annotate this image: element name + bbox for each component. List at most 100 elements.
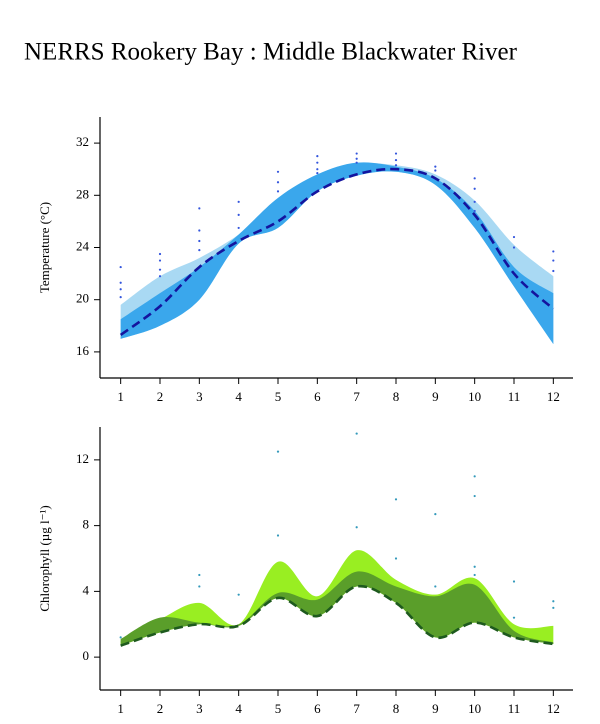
data-point — [434, 585, 437, 588]
band — [120, 163, 554, 345]
y-tick-label: 8 — [83, 517, 90, 532]
x-tick-label: 1 — [117, 389, 124, 404]
y-tick-label: 4 — [83, 582, 90, 597]
band — [120, 162, 554, 345]
data-point — [355, 526, 358, 529]
data-point — [119, 281, 122, 284]
x-tick-label: 2 — [157, 389, 164, 404]
x-tick-label: 5 — [275, 389, 282, 404]
data-point — [119, 636, 122, 639]
data-point — [198, 585, 201, 588]
data-point — [355, 152, 358, 155]
data-point — [473, 475, 476, 478]
data-point — [394, 498, 398, 501]
data-point — [237, 200, 240, 203]
x-tick-label: 12 — [547, 389, 560, 404]
x-tick-label: 1 — [117, 701, 124, 716]
data-point — [198, 207, 201, 210]
data-point — [512, 616, 516, 619]
data-point — [316, 161, 319, 164]
data-point — [158, 259, 162, 262]
data-point — [473, 187, 476, 190]
x-tick-label: 8 — [393, 389, 400, 404]
data-point — [119, 265, 122, 269]
data-point — [473, 565, 476, 568]
data-point — [434, 165, 437, 168]
x-tick-label: 4 — [235, 389, 242, 404]
chart-title: NERRS Rookery Bay : Middle Blackwater Ri… — [24, 39, 518, 66]
data-point — [237, 213, 240, 216]
x-tick-label: 7 — [353, 389, 360, 404]
x-tick-label: 7 — [353, 701, 360, 716]
y-tick-label: 28 — [76, 186, 89, 201]
data-point — [473, 494, 476, 498]
data-point — [394, 164, 398, 167]
data-point — [198, 229, 201, 232]
data-point — [552, 259, 555, 262]
x-tick-label: 6 — [314, 389, 321, 404]
y-tick-label: 20 — [76, 291, 89, 306]
y-axis-label: Chlorophyll (µg l⁻¹) — [37, 505, 52, 611]
data-point — [394, 158, 398, 162]
x-tick-label: 9 — [432, 389, 439, 404]
x-tick-label: 5 — [275, 701, 282, 716]
x-tick-label: 9 — [432, 701, 439, 716]
data-point — [473, 200, 476, 203]
data-point — [198, 573, 201, 577]
data-point — [394, 152, 398, 155]
data-point — [198, 239, 201, 243]
data-point — [552, 269, 555, 273]
x-tick-label: 4 — [235, 701, 242, 716]
y-tick-label: 24 — [76, 238, 90, 253]
y-tick-label: 16 — [76, 343, 90, 358]
data-point — [355, 432, 358, 435]
data-point — [237, 593, 240, 596]
data-point — [276, 181, 280, 184]
data-point — [316, 155, 319, 158]
x-tick-label: 3 — [196, 389, 203, 404]
x-tick-label: 10 — [468, 701, 481, 716]
data-point — [119, 295, 122, 299]
x-tick-label: 3 — [196, 701, 203, 716]
y-tick-label: 0 — [83, 648, 90, 663]
data-point — [158, 252, 162, 256]
data-point — [512, 235, 516, 239]
x-tick-label: 2 — [157, 701, 164, 716]
data-point — [119, 288, 122, 291]
x-tick-label: 11 — [508, 389, 521, 404]
y-tick-label: 32 — [76, 134, 89, 149]
data-point — [158, 268, 162, 271]
data-point — [473, 573, 476, 577]
band — [120, 571, 554, 646]
mean-line — [120, 584, 554, 647]
x-tick-label: 8 — [393, 701, 400, 716]
data-point — [158, 275, 162, 278]
x-tick-label: 12 — [547, 701, 560, 716]
data-point — [394, 557, 398, 560]
data-point — [512, 246, 516, 249]
x-tick-label: 10 — [468, 389, 481, 404]
y-tick-label: 12 — [76, 451, 89, 466]
data-point — [473, 209, 476, 213]
data-point — [316, 172, 319, 175]
data-point — [276, 190, 280, 193]
data-point — [237, 226, 240, 230]
data-point — [355, 161, 358, 164]
data-point — [552, 600, 555, 603]
x-tick-label: 11 — [508, 701, 521, 716]
data-point — [316, 168, 319, 171]
data-point — [276, 534, 280, 537]
data-point — [552, 250, 555, 253]
data-point — [355, 157, 358, 160]
mean-line — [119, 167, 555, 336]
data-point — [434, 513, 437, 516]
x-tick-label: 6 — [314, 701, 321, 716]
data-point — [512, 580, 516, 583]
data-point — [276, 170, 280, 173]
data-point — [276, 450, 280, 453]
data-point — [198, 249, 201, 252]
y-axis-label: Temperature (°C) — [37, 202, 52, 293]
data-point — [434, 169, 437, 172]
data-point — [552, 606, 555, 609]
